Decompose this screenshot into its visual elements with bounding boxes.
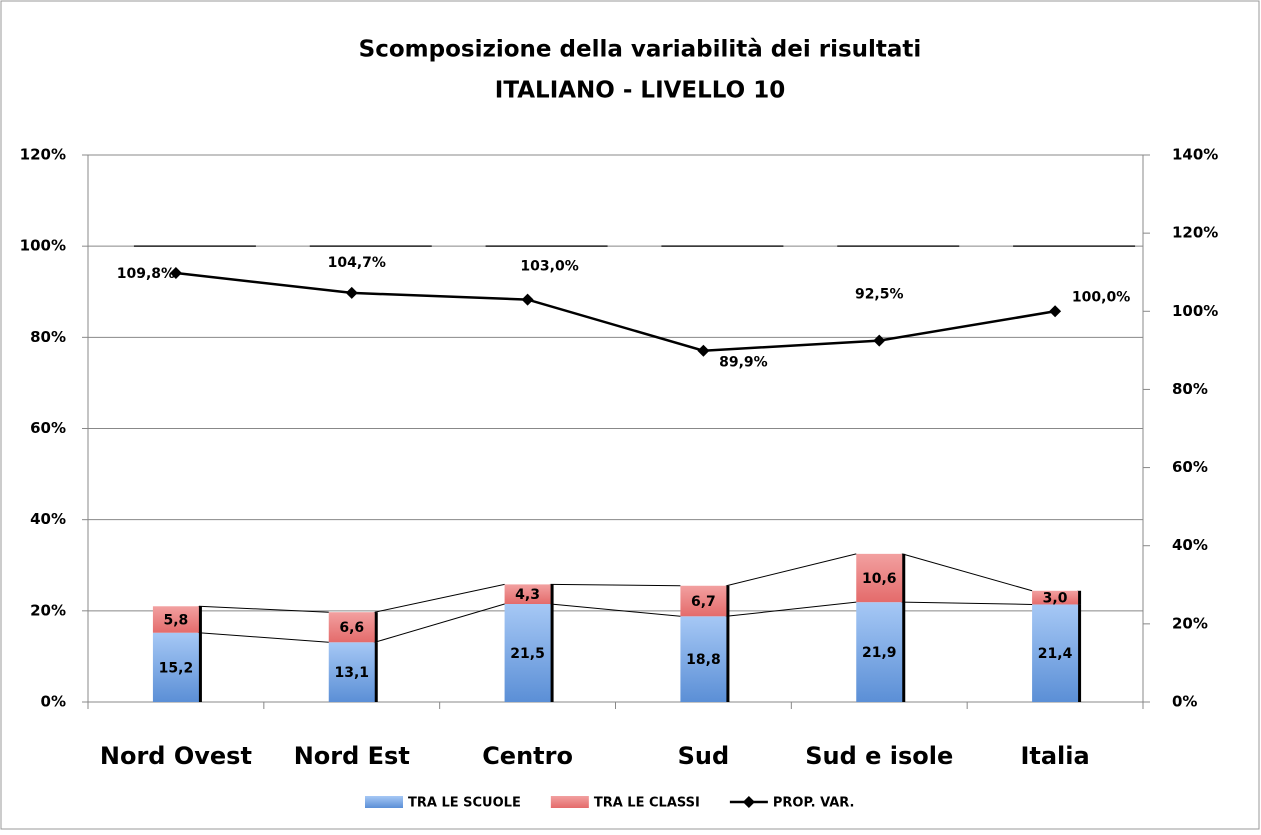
legend-swatch (365, 796, 403, 808)
series-connector (550, 603, 681, 617)
bar (504, 603, 551, 702)
y2-tick-label: 20% (1172, 614, 1208, 632)
line-label: 100,0% (1072, 289, 1130, 305)
y-tick-label: 60% (30, 419, 66, 437)
bar-shadow (197, 632, 202, 702)
line-label: 89,9% (719, 355, 768, 371)
bar-shadow (725, 585, 730, 617)
legend-marker (742, 796, 755, 808)
line-label: 109,8% (117, 266, 175, 282)
y2-tick-label: 140% (1172, 146, 1218, 164)
y-tick-label: 20% (30, 601, 66, 619)
line-marker (1049, 305, 1062, 318)
x-tick-label: Sud e isole (805, 742, 953, 770)
bar (152, 606, 199, 633)
bar (1032, 604, 1079, 702)
bar-shadow (373, 612, 378, 643)
bar-label: 21,5 (510, 646, 545, 662)
legend-label: TRA LE SCUOLE (408, 796, 521, 811)
y2-tick-label: 120% (1172, 224, 1218, 242)
x-tick-label: Nord Ovest (100, 742, 252, 770)
bar-label: 5,8 (164, 612, 189, 628)
bar-label: 10,6 (862, 571, 897, 587)
y2-tick-label: 100% (1172, 302, 1218, 320)
line-series (175, 271, 1056, 353)
bar-shadow (1077, 604, 1082, 702)
line-marker (697, 344, 710, 357)
y-tick-label: 120% (20, 146, 66, 164)
y-tick-label: 0% (41, 693, 66, 711)
bar-shadow (373, 642, 378, 702)
series-connector (902, 601, 1033, 605)
bar-shadow (901, 602, 906, 702)
bar (152, 632, 199, 702)
bar (856, 553, 903, 603)
bar (1032, 590, 1079, 605)
x-tick-label: Centro (482, 742, 573, 770)
bar-shadow (549, 603, 554, 702)
series-connector (198, 605, 329, 613)
bar (680, 585, 727, 617)
series-connector (374, 603, 505, 643)
bar-label: 6,6 (339, 620, 364, 636)
line-label: 104,7% (328, 255, 386, 271)
bar-label: 3,0 (1043, 591, 1068, 607)
line-marker (345, 286, 358, 299)
bar-shadow (725, 616, 730, 702)
series-connector (726, 601, 857, 617)
series-connector (198, 632, 329, 643)
series-connector (902, 553, 1033, 592)
bar-shadow (1077, 590, 1082, 605)
legend-label: PROP. VAR. (773, 796, 855, 811)
line-marker (169, 266, 182, 279)
bar-label: 13,1 (334, 665, 369, 681)
series-connector (550, 583, 681, 587)
legend-swatch (550, 796, 589, 808)
y2-tick-label: 40% (1172, 536, 1208, 554)
series-connector (374, 583, 505, 613)
x-tick-label: Italia (1020, 742, 1089, 770)
chart-subtitle: ITALIANO - LIVELLO 10 (495, 78, 785, 104)
line-marker (521, 293, 534, 306)
bar-label: 21,4 (1038, 646, 1073, 662)
bar-label: 15,2 (159, 660, 194, 676)
y2-tick-label: 60% (1172, 458, 1208, 476)
series-connector (726, 553, 857, 587)
legend-label: TRA LE CLASSI (594, 796, 700, 811)
y-tick-label: 40% (30, 510, 66, 528)
bar (504, 584, 551, 604)
bar-label: 4,3 (515, 587, 540, 603)
bar-shadow (901, 553, 906, 603)
bar (680, 616, 727, 702)
bar (328, 612, 375, 643)
line-label: 92,5% (855, 287, 904, 303)
y2-tick-label: 0% (1172, 693, 1197, 711)
line-marker (873, 334, 886, 347)
bar-shadow (549, 584, 554, 604)
y-tick-label: 100% (20, 237, 66, 255)
y2-tick-label: 80% (1172, 380, 1208, 398)
bar (328, 642, 375, 702)
bar-label: 6,7 (691, 594, 716, 610)
bar-shadow (197, 606, 202, 633)
chart-title: Scomposizione della variabilità dei risu… (359, 37, 922, 63)
bar-label: 18,8 (686, 652, 721, 668)
y-tick-label: 80% (30, 328, 66, 346)
bar (856, 602, 903, 702)
bar-label: 21,9 (862, 645, 897, 661)
x-tick-label: Sud (678, 742, 730, 770)
line-label: 103,0% (520, 259, 578, 275)
x-tick-label: Nord Est (294, 742, 410, 770)
